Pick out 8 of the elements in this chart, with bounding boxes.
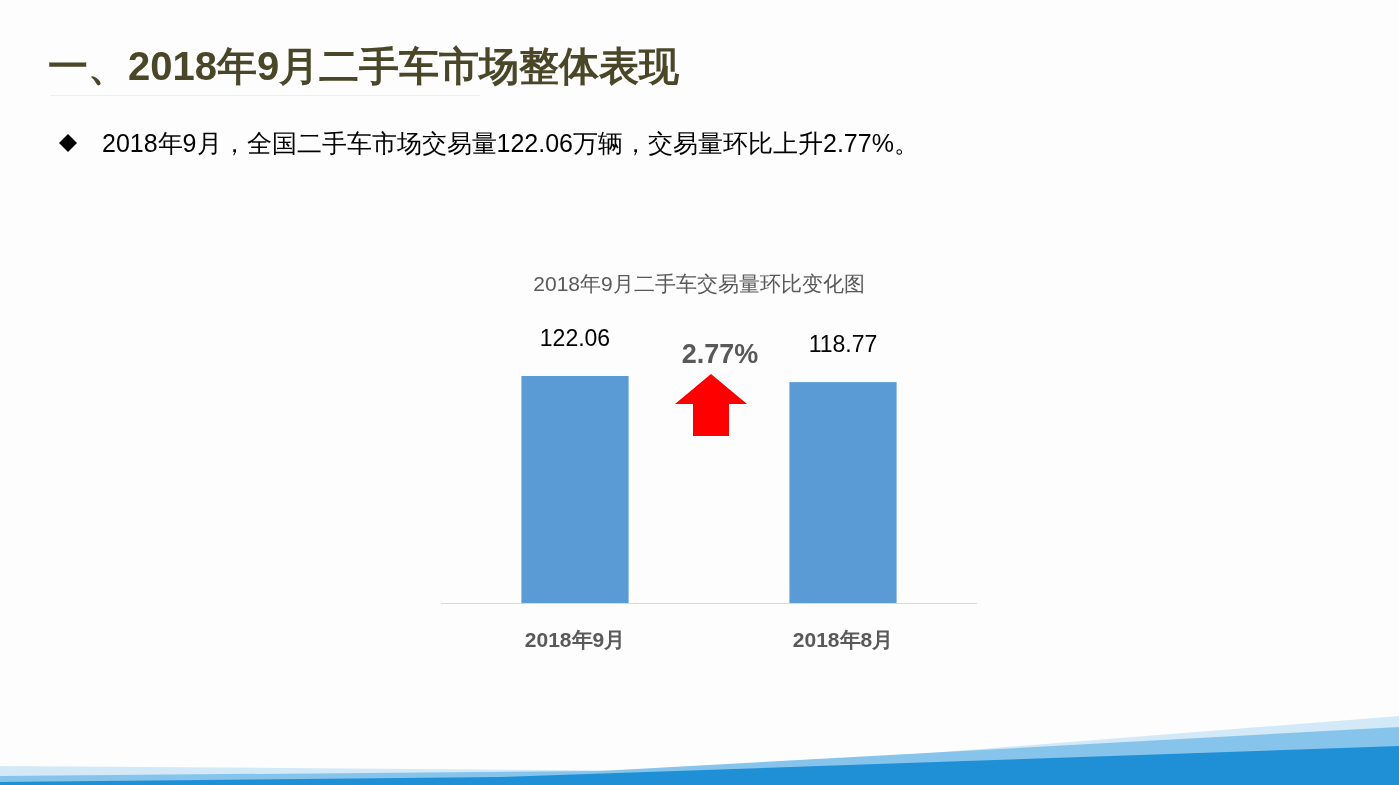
text: 2018年9月，全国二手车市场交易量122.06万辆，交易量环比上升2.77%。 xyxy=(102,129,919,157)
data-label: 122.06 xyxy=(539,325,611,351)
x-tick-label: 2018年8月 xyxy=(792,628,894,651)
chart-title: 2018年9月二手车交易量环比变化图 xyxy=(533,272,865,295)
x-tick-label: 2018年9月 xyxy=(524,628,626,651)
data-label: 118.77 xyxy=(808,331,878,358)
text: 一、2018年9月二手车市场整体表现 xyxy=(48,44,681,88)
text: 2.77% xyxy=(681,339,759,369)
